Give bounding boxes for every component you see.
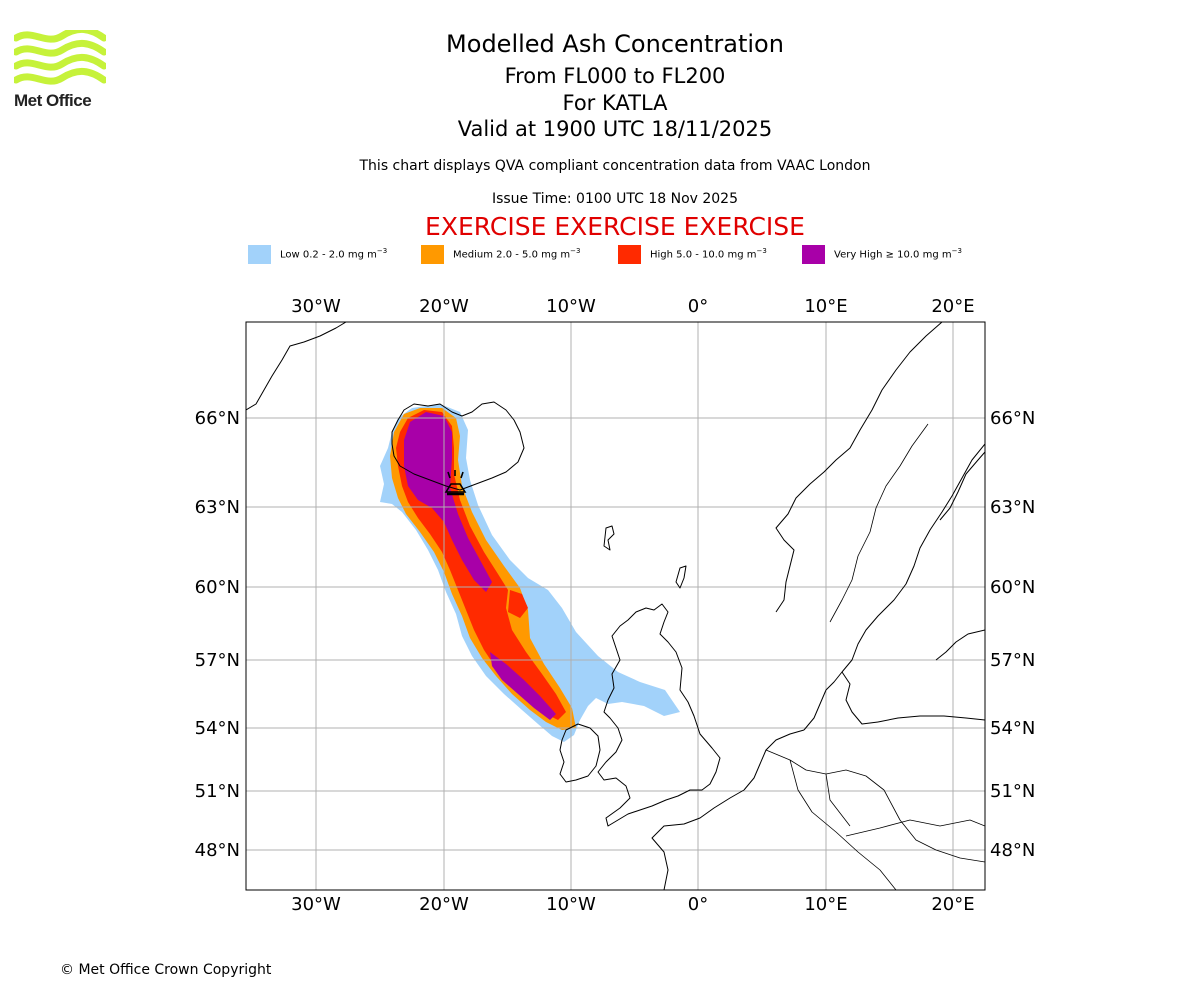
norway-sweden-border [829,423,929,623]
lon-label-top-0: 0° [688,296,708,317]
lat-label-left-60n: 60°N [195,577,240,598]
copyright-notice: © Met Office Crown Copyright [60,962,272,978]
lon-label-top-30w: 30°W [291,296,341,317]
lat-label-right-48n: 48°N [990,840,1035,861]
volcano-icon [444,470,467,496]
legend-swatch-high [618,244,641,264]
graticule [246,322,985,890]
ireland-coast [559,723,601,783]
legend-label-low: Low 0.2 - 2.0 mg m [280,249,377,261]
chart-description: This chart displays QVA compliant concen… [359,158,871,174]
france-iberia-coast [651,789,745,890]
lat-label-right-66n: 66°N [990,408,1035,429]
lat-label-left-63n: 63°N [195,497,240,518]
legend-item-medium: Medium 2.0 - 5.0 mg m−3 [421,244,580,264]
chart-title: Modelled Ash Concentration [446,30,784,58]
exercise-banner: EXERCISE EXERCISE EXERCISE [425,212,805,241]
lat-label-left-57n: 57°N [195,650,240,671]
legend-exp-high: −3 [756,247,767,256]
greenland-coast [246,322,347,411]
lat-label-left-66n: 66°N [195,408,240,429]
estonia-coast [935,629,985,661]
volcano-name: For KATLA [562,91,668,115]
lon-label-bottom-10e: 10°E [804,894,847,915]
issue-time: Issue Time: 0100 UTC 18 Nov 2025 [491,191,739,207]
ash-very-high-patch [490,652,556,720]
legend-swatch-very-high [802,244,825,264]
lon-label-bottom-20e: 20°E [931,894,974,915]
map-frame-bg [246,322,985,890]
axis-labels: 30°W 20°W 10°W 0° 10°E 20°E 30°W 20°W 10… [195,296,1036,915]
lat-label-right-60n: 60°N [990,577,1035,598]
central-europe-borders [765,749,985,890]
lat-label-right-57n: 57°N [990,650,1035,671]
legend-label-very-high: Very High ≥ 10.0 mg m [834,249,952,261]
lon-label-bottom-30w: 30°W [291,894,341,915]
legend-exp-low: −3 [376,247,388,256]
flight-level-range: From FL000 to FL200 [504,64,726,88]
legend-item-very-high: Very High ≥ 10.0 mg m−3 [802,244,962,264]
legend-item-high: High 5.0 - 10.0 mg m−3 [618,244,767,264]
coastlines [246,322,985,890]
legend-exp-medium: −3 [570,247,581,256]
lon-label-top-20e: 20°E [931,296,974,317]
valid-time: Valid at 1900 UTC 18/11/2025 [457,117,773,141]
great-britain-coast [597,603,721,827]
met-office-wave-icon [14,30,106,85]
lon-label-top-10w: 10°W [546,296,596,317]
logo-text: Met Office [14,91,92,110]
legend-swatch-low [248,244,271,264]
legend-item-low: Low 0.2 - 2.0 mg m−3 [248,244,387,264]
norway-coast [775,322,943,613]
faroe-islands [603,525,615,551]
finland-coast [939,451,985,521]
sweden-coast [841,443,985,673]
baltic-germany-coast [877,715,985,723]
lon-label-bottom-0: 0° [688,894,708,915]
legend-label-medium: Medium 2.0 - 5.0 mg m [453,249,571,261]
lat-label-left-48n: 48°N [195,840,240,861]
lat-label-left-54n: 54°N [195,718,240,739]
met-office-logo: Met Office [14,30,114,112]
lat-label-left-51n: 51°N [195,781,240,802]
ash-high-patch [508,590,528,618]
map-frame [245,321,986,891]
shetland-islands [675,565,687,589]
legend-swatch-medium [421,244,444,264]
legend-exp-very-high: −3 [951,247,962,256]
lon-label-top-20w: 20°W [419,296,469,317]
lat-label-right-63n: 63°N [990,497,1035,518]
lon-label-bottom-10w: 10°W [546,894,596,915]
lon-label-top-10e: 10°E [804,296,847,317]
legend-label-high: High 5.0 - 10.0 mg m [650,249,757,261]
lat-label-right-54n: 54°N [990,718,1035,739]
iceland-coast [391,401,525,491]
lon-label-bottom-20w: 20°W [419,894,469,915]
ash-very-high-region [404,412,492,592]
lat-label-right-51n: 51°N [990,781,1035,802]
